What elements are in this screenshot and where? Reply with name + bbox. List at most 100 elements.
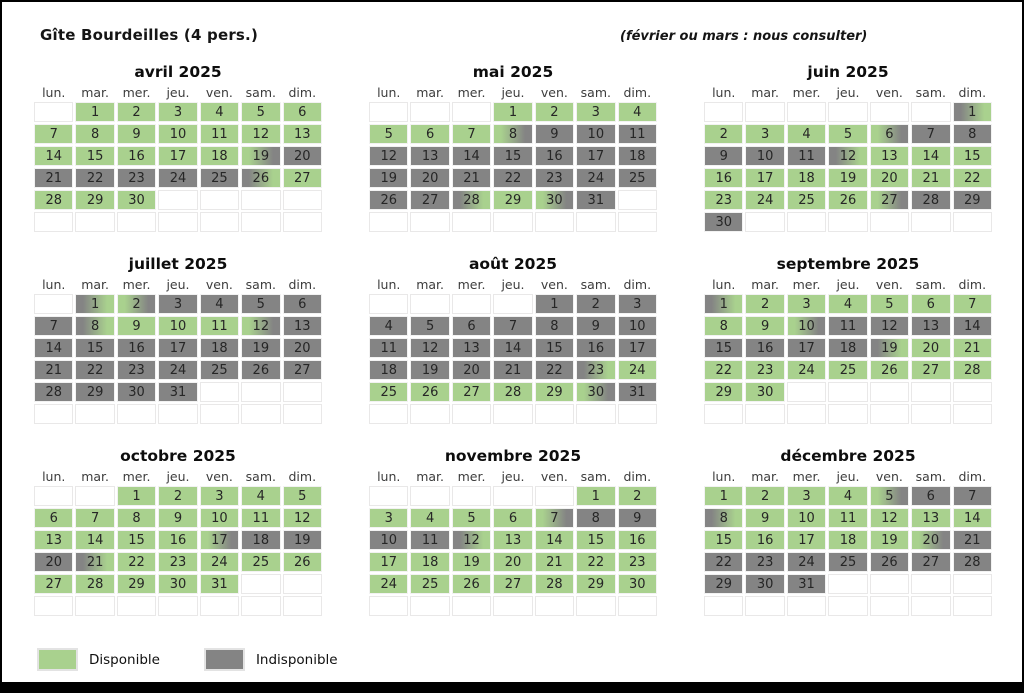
empty-cell [241,212,281,232]
month-title: août 2025 [468,255,558,273]
weekday-label: dim. [623,277,652,292]
empty-cell [410,212,450,232]
empty-cell [199,596,240,616]
empty-cell [576,404,616,424]
day-cell: 6 [911,486,951,506]
day-cell: 18 [199,146,240,166]
day-cell: 24 [369,574,409,594]
empty-cell [451,596,492,616]
day-cell: 27 [451,382,492,402]
calendar-table: lun. mar. mer. jeu. ven. sam. dim. 1 2 3 4 5 6 7 8 9 10 1… [32,467,324,618]
empty-cell [199,212,240,232]
empty-cell [786,404,827,424]
day-cell: 22 [75,168,115,188]
day-cell: 21 [534,552,575,572]
day-cell: 30 [158,574,198,594]
day-cell: 21 [451,168,492,188]
day-cell: 15 [75,338,115,358]
empty-cell [116,212,157,232]
day-cell: 28 [952,552,992,572]
empty-cell [158,596,198,616]
day-cell: 26 [869,552,910,572]
day-cell: 17 [576,146,616,166]
month-calendar: octobre 2025 lun. mar. mer. jeu. ven. sam. dim.… [32,446,324,618]
day-cell: 12 [869,316,910,336]
day-cell: 15 [704,338,744,358]
empty-cell [241,190,281,210]
day-cell: 12 [451,530,492,550]
day-cell: 24 [199,552,240,572]
day-cell: 22 [493,168,533,188]
day-cell: 7 [534,508,575,528]
empty-cell [116,404,157,424]
weekday-label: sam. [580,85,611,100]
calendar-table: lun. mar. mer. jeu. ven. sam. dim. 1 2 3 4 5 6 7 8 9 10 1… [32,275,324,426]
day-cell: 2 [158,486,198,506]
empty-cell [158,212,198,232]
empty-cell [451,404,492,424]
month-title: novembre 2025 [444,447,582,465]
day-cell: 30 [534,190,575,210]
calendar-table: lun. mar. mer. jeu. ven. sam. dim. 1 2 3 4 5 6 7 8 9 10 1… [367,275,659,426]
empty-cell [34,212,74,232]
day-cell: 26 [410,382,450,402]
empty-cell [869,102,910,122]
day-cell: 3 [199,486,240,506]
weekday-label: mar. [416,277,445,292]
day-cell: 29 [952,190,992,210]
empty-cell [369,596,409,616]
empty-cell [534,596,575,616]
day-cell: 4 [410,508,450,528]
day-cell: 19 [241,146,281,166]
weekday-label: mar. [751,469,780,484]
weekday-label: mer. [122,277,151,292]
day-cell: 26 [369,190,409,210]
weekday-label: lun. [712,469,736,484]
legend-label-unavailable: Indisponible [255,651,338,668]
weekday-label: mer. [792,469,821,484]
day-cell: 15 [952,146,992,166]
empty-cell [786,382,827,402]
month-calendar: août 2025 lun. mar. mer. jeu. ven. sam. dim. 1 2 3… [367,254,659,426]
day-cell: 16 [116,338,157,358]
day-cell: 9 [745,316,785,336]
day-cell: 2 [617,486,657,506]
empty-cell [493,596,533,616]
day-cell: 25 [410,574,450,594]
day-cell: 8 [493,124,533,144]
day-cell: 29 [116,574,157,594]
month-title: juillet 2025 [128,255,228,273]
day-cell: 7 [952,486,992,506]
weekday-label: jeu. [501,85,525,100]
day-cell: 8 [116,508,157,528]
day-cell: 7 [451,124,492,144]
empty-cell [828,102,868,122]
weekday-label: sam. [580,277,611,292]
weekday-label: ven. [540,277,568,292]
day-cell: 28 [534,574,575,594]
months-grid: avril 2025 lun. mar. mer. jeu. ven. sam. dim. 1 2… [32,62,994,618]
empty-cell [451,102,492,122]
empty-cell [282,404,322,424]
day-cell: 14 [75,530,115,550]
empty-cell [911,212,951,232]
empty-cell [869,404,910,424]
day-cell: 22 [576,552,616,572]
day-cell: 10 [158,316,198,336]
empty-cell [534,212,575,232]
month-calendar: septembre 2025 lun. mar. mer. jeu. ven. sam. di… [702,254,994,426]
day-cell: 29 [534,382,575,402]
day-cell: 30 [617,574,657,594]
day-cell: 23 [158,552,198,572]
day-cell: 2 [116,294,157,314]
calendar-table: lun. mar. mer. jeu. ven. sam. dim. 1 2 3 4 5 6 7 8 9 10 1… [367,467,659,618]
calendar-table: lun. mar. mer. jeu. ven. sam. dim. 1 2 3 4 5 6 7 8 9 10 1… [702,467,994,618]
empty-cell [241,574,281,594]
day-cell: 29 [75,382,115,402]
weekday-label: sam. [915,85,946,100]
weekday-label: ven. [205,277,233,292]
weekday-label: jeu. [836,469,860,484]
day-cell: 7 [75,508,115,528]
day-cell: 26 [241,360,281,380]
month-calendar: décembre 2025 lun. mar. mer. jeu. ven. sam. dim… [702,446,994,618]
